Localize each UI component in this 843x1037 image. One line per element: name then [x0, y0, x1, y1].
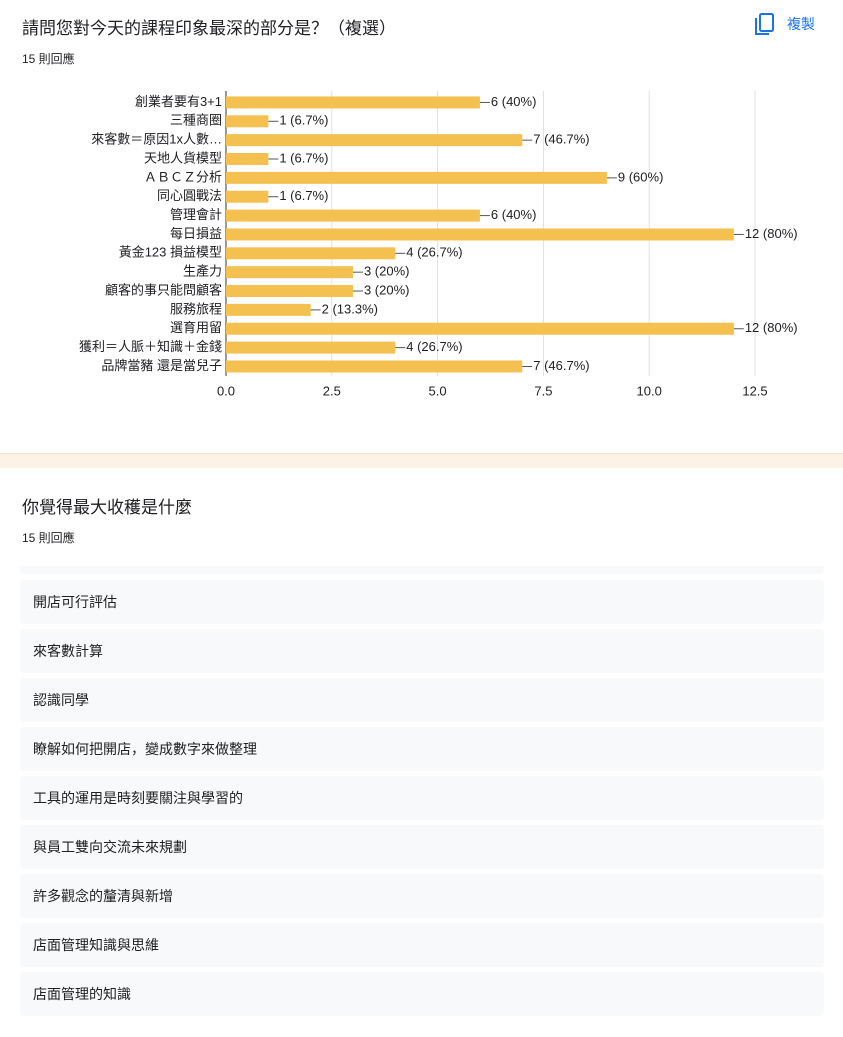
answer-item: 工具的運用是時刻要關注與學習的 — [20, 776, 824, 820]
data-label: 12 (80%) — [745, 320, 798, 335]
response-count: 15 則回應 — [22, 531, 75, 545]
bar — [226, 153, 269, 166]
y-tick-label: 管理會計 — [170, 207, 222, 222]
x-tick-label: 7.5 — [534, 383, 552, 398]
data-label: 7 (46.7%) — [533, 358, 589, 373]
data-label: 12 (80%) — [745, 226, 798, 241]
question-title: 請問您對今天的課程印象最深的部分是？（複選） — [22, 19, 396, 38]
y-tick-label: 品牌當豬 還是當兒子 — [101, 358, 222, 373]
answer-item: 與員工雙向交流未來規劃 — [20, 825, 824, 869]
y-tick-label: 每日損益 — [170, 226, 222, 241]
copy-button[interactable]: 複製 — [787, 16, 815, 32]
y-tick-label: 創業者要有3+1 — [135, 94, 222, 109]
data-label: 1 (6.7%) — [279, 113, 328, 128]
y-tick-label: 同心圓戰法 — [157, 188, 222, 203]
data-label: 7 (46.7%) — [533, 132, 589, 147]
bar — [226, 190, 269, 203]
data-label: 2 (13.3%) — [322, 301, 378, 316]
data-label: 1 (6.7%) — [279, 150, 328, 165]
question-title: 你覺得最大收穫是什麼 — [22, 498, 192, 517]
bar — [226, 360, 523, 373]
y-tick-label: 選育用留 — [170, 320, 222, 335]
bar — [226, 266, 353, 279]
bar — [226, 322, 734, 335]
section-divider — [0, 453, 843, 468]
copy-icon[interactable] — [754, 12, 776, 36]
answer-item: 店面管理的知識 — [20, 972, 824, 1016]
y-tick-label: 天地人貨模型 — [144, 150, 222, 165]
bar — [226, 96, 480, 109]
bar — [226, 285, 353, 298]
y-tick-label: 生產力 — [183, 264, 222, 279]
bar — [226, 171, 607, 184]
answer-item: 來客數計算 — [20, 629, 824, 673]
answer-item: 許多觀念的釐清與新增 — [20, 874, 824, 918]
x-tick-label: 0.0 — [217, 383, 235, 398]
bar-chart: 0.0 2.5 5.0 7.5 10.0 12.5 創業者要有3+1 6 (40%) 三種商圈 1… — [79, 91, 798, 398]
answer-item: 認識同學 — [20, 678, 824, 722]
data-label: 3 (20%) — [364, 282, 410, 297]
data-label: 1 (6.7%) — [279, 188, 328, 203]
x-tick-label: 10.0 — [637, 383, 662, 398]
bar — [226, 341, 396, 354]
data-label: 4 (26.7%) — [406, 245, 462, 260]
answer-item: 瞭解如何把開店，變成數字來做整理 — [20, 727, 824, 771]
x-tick-label: 2.5 — [323, 383, 341, 398]
y-tick-label: 顧客的事只能問顧客 — [105, 282, 222, 297]
bar — [226, 303, 311, 316]
answer-item: 開店可行評估 — [20, 580, 824, 624]
answer-item: 店面管理知識與思維 — [20, 923, 824, 967]
bar — [226, 209, 480, 222]
data-label: 4 (26.7%) — [406, 339, 462, 354]
x-tick-label: 5.0 — [429, 383, 447, 398]
y-tick-label: 三種商圈 — [170, 113, 222, 128]
y-tick-label: 服務旅程 — [170, 301, 222, 316]
y-tick-label: 黃金123 損益模型 — [119, 245, 222, 260]
data-label: 9 (60%) — [618, 169, 664, 184]
data-label: 3 (20%) — [364, 264, 410, 279]
answer-edge — [20, 566, 824, 574]
bar — [226, 247, 396, 260]
response-count: 15 則回應 — [22, 52, 75, 66]
bar — [226, 228, 734, 241]
data-label: 6 (40%) — [491, 207, 537, 222]
y-tick-label: 來客數＝原因1x人數… — [91, 132, 222, 147]
y-tick-label: ＡＢＣＺ分析 — [144, 169, 222, 184]
bar — [226, 134, 523, 147]
y-tick-label: 獲利＝人脈＋知識＋金錢 — [79, 339, 222, 354]
x-tick-label: 12.5 — [742, 383, 767, 398]
data-label: 6 (40%) — [491, 94, 537, 109]
bar — [226, 115, 269, 128]
